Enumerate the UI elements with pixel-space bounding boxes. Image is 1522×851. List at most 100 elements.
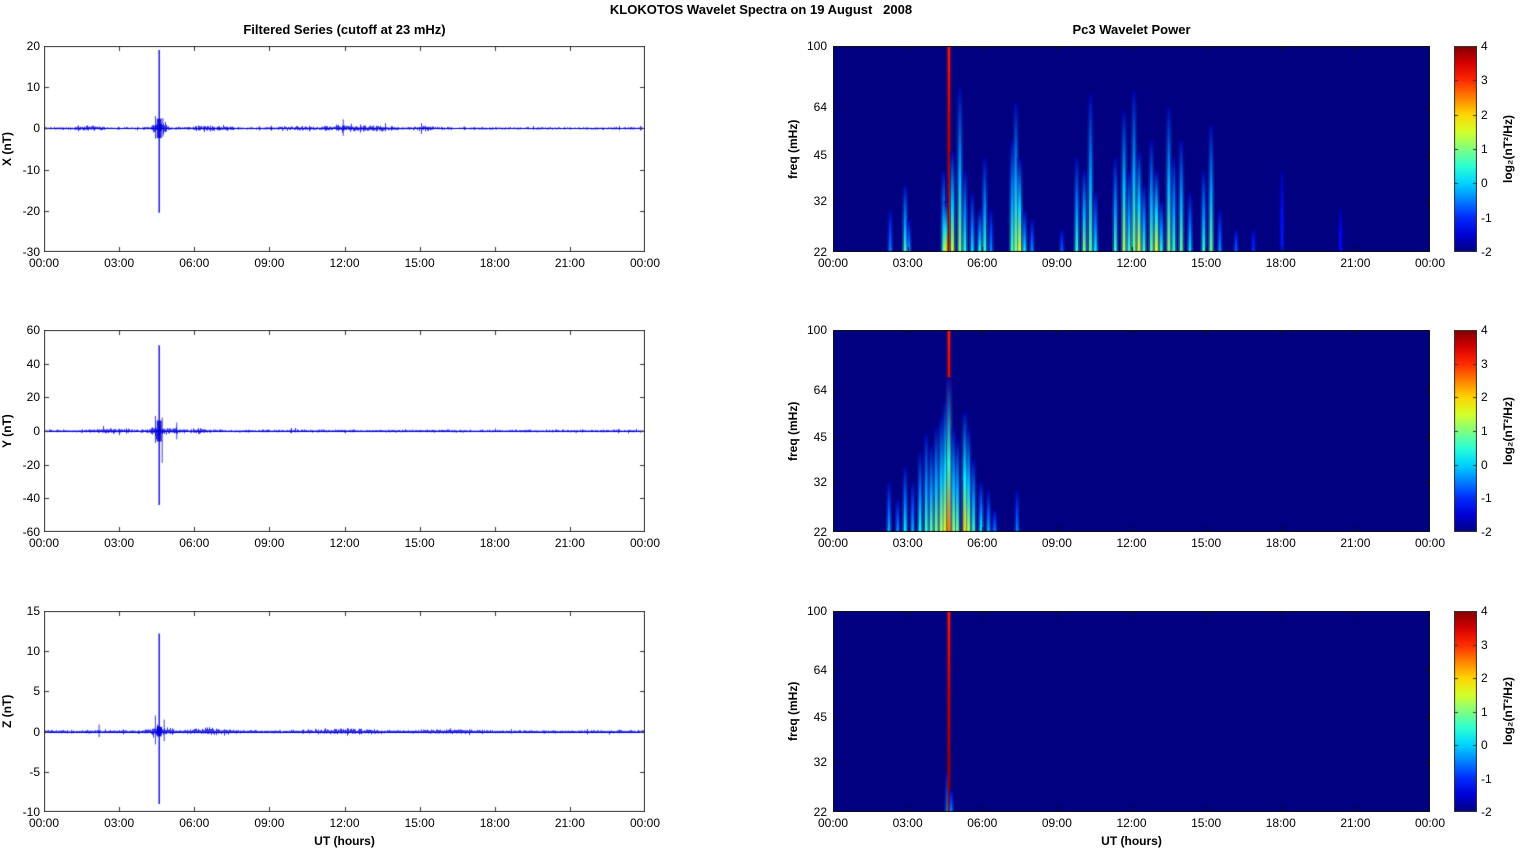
panel-wavelet-z: freq (mHz) UT (hours) 100 64 45 32 22 00:00 03… — [786, 604, 1445, 848]
x-tick-label: 06:00 — [179, 256, 210, 270]
freq-tick-label: 64 — [813, 663, 827, 678]
freq-tick-label: 32 — [813, 194, 827, 209]
wavelet-z-canvas — [833, 611, 1430, 812]
colorbar-tick-label: 3 — [1481, 637, 1488, 652]
colorbar-canvas-1 — [1454, 46, 1477, 252]
x-tick-label: 00:00 — [629, 256, 661, 270]
freq-tick-label: 100 — [806, 323, 827, 337]
colorbar-tick-label: 0 — [1481, 457, 1488, 472]
y-tick-label: -60 — [22, 525, 40, 539]
x-tick-label: 15:00 — [1191, 816, 1222, 830]
freq-tick-label: 45 — [813, 429, 827, 444]
figure-title: KLOKOTOS Wavelet Spectra on 19 August 20… — [609, 2, 913, 17]
x-tick-label: 18:00 — [479, 536, 510, 550]
colorbar-tick-label: 0 — [1481, 738, 1488, 752]
x-tick-label: 06:00 — [967, 536, 998, 550]
x-tick-label: 18:00 — [1265, 816, 1296, 830]
x-tick-label: 09:00 — [254, 816, 285, 830]
wavelet-y-canvas — [833, 330, 1430, 532]
colorbar-tick-label: -2 — [1481, 245, 1492, 259]
x-tick-label: 06:00 — [967, 816, 998, 830]
x-tick-label: 00:00 — [1414, 536, 1446, 550]
x-tick-label: 00:00 — [1414, 816, 1446, 830]
panel-wavelet-y: freq (mHz) 100 64 45 32 22 00:00 03:00 06:00 09:… — [786, 323, 1445, 550]
panel-timeseries-z: Z (nT) UT (hours) 15 10 5 0 -5 -10 00:00 03:00 0… — [0, 604, 660, 848]
colorbar-tick-label: 3 — [1481, 73, 1488, 88]
freq-tick-label: 22 — [813, 805, 827, 819]
y-tick-label: 60 — [26, 323, 40, 337]
colorbar-tick-label: 1 — [1481, 424, 1488, 438]
y-tick-label: 20 — [26, 390, 40, 405]
x-tick-label: 12:00 — [1116, 536, 1147, 550]
freq-tick-label: 45 — [813, 710, 827, 724]
freq-axis-label-y: freq (mHz) — [786, 401, 800, 461]
colorbar-tick-label: 4 — [1481, 604, 1488, 618]
x-tick-label: 00:00 — [28, 256, 60, 270]
freq-tick-label: 32 — [813, 755, 827, 770]
colorbar-tick-label: 1 — [1481, 704, 1488, 719]
colorbar-tick-label: 3 — [1481, 356, 1488, 371]
y-tick-label: 0 — [33, 724, 40, 739]
y-tick-label: 15 — [26, 604, 40, 618]
freq-tick-label: 100 — [806, 39, 827, 53]
x-tick-label: 18:00 — [479, 816, 510, 830]
y-tick-label: 10 — [26, 80, 40, 95]
freq-tick-label: 22 — [813, 525, 827, 539]
x-tick-label: 18:00 — [1265, 256, 1296, 270]
colorbar-tick-label: -2 — [1481, 525, 1492, 539]
x-tick-label: 12:00 — [1116, 256, 1147, 270]
freq-axis-label-z: freq (mHz) — [786, 681, 800, 742]
colorbar-row-3: log₂(nT²/Hz) 4 3 2 1 0 -1 -2 — [1454, 604, 1515, 819]
y-tick-label: 10 — [26, 644, 40, 659]
y-tick-label: 0 — [33, 121, 40, 136]
freq-axis-label-x: freq (mHz) — [786, 119, 800, 179]
x-tick-label: 06:00 — [179, 536, 210, 550]
colorbar-tick-label: -1 — [1481, 491, 1492, 506]
timeseries-z-canvas — [44, 611, 645, 812]
y-tick-label: -10 — [22, 162, 40, 177]
x-tick-label: 00:00 — [1414, 256, 1446, 270]
timeseries-x-canvas — [44, 46, 645, 252]
y-tick-label: 20 — [26, 39, 40, 53]
x-tick-label: 18:00 — [1265, 536, 1296, 550]
x-tick-label: 03:00 — [104, 816, 135, 830]
x-tick-label: 00:00 — [817, 256, 849, 270]
x-tick-label: 15:00 — [404, 816, 435, 830]
x-tick-label: 12:00 — [1116, 816, 1147, 830]
x-tick-label: 09:00 — [1041, 256, 1072, 270]
x-tick-label: 03:00 — [892, 256, 923, 270]
freq-tick-label: 64 — [813, 382, 827, 397]
x-tick-label: 21:00 — [1340, 536, 1371, 550]
x-tick-label: 09:00 — [254, 256, 285, 270]
x-tick-label: 03:00 — [104, 256, 135, 270]
colorbar-tick-label: 4 — [1481, 323, 1488, 337]
x-tick-label: 09:00 — [1041, 816, 1072, 830]
y-tick-label: -30 — [22, 245, 40, 259]
freq-tick-label: 22 — [813, 245, 827, 259]
freq-tick-label: 32 — [813, 475, 827, 489]
x-tick-label: 12:00 — [329, 816, 360, 830]
colorbar-tick-label: -1 — [1481, 771, 1492, 786]
x-tick-label: 03:00 — [892, 816, 923, 830]
y-tick-label: -40 — [22, 491, 40, 506]
left-column-title: Filtered Series (cutoff at 23 mHz) — [243, 22, 446, 37]
y-tick-label: -20 — [22, 457, 40, 472]
x-tick-label: 12:00 — [329, 536, 360, 550]
x-tick-label: 15:00 — [1191, 256, 1222, 270]
colorbar-tick-label: -1 — [1481, 210, 1492, 225]
x-tick-label: 12:00 — [329, 256, 360, 270]
x-tick-label: 00:00 — [817, 816, 849, 830]
colorbar-tick-label: 0 — [1481, 176, 1488, 191]
x-tick-label: 09:00 — [1041, 536, 1072, 550]
wavelet-x-canvas — [833, 46, 1430, 252]
colorbar-row-1: log₂(nT²/Hz) 4 3 2 1 0 -1 -2 — [1454, 39, 1515, 259]
x-tick-label: 00:00 — [817, 536, 849, 550]
right-column-title: Pc3 Wavelet Power — [1072, 22, 1191, 37]
timeseries-y-canvas — [44, 330, 645, 532]
x-tick-label: 15:00 — [404, 256, 435, 270]
panel-timeseries-x: Filtered Series (cutoff at 23 mHz) X (nT… — [0, 22, 660, 270]
y-tick-label: 40 — [26, 356, 40, 371]
x-tick-label: 06:00 — [967, 256, 998, 270]
x-tick-label: 06:00 — [179, 816, 210, 830]
